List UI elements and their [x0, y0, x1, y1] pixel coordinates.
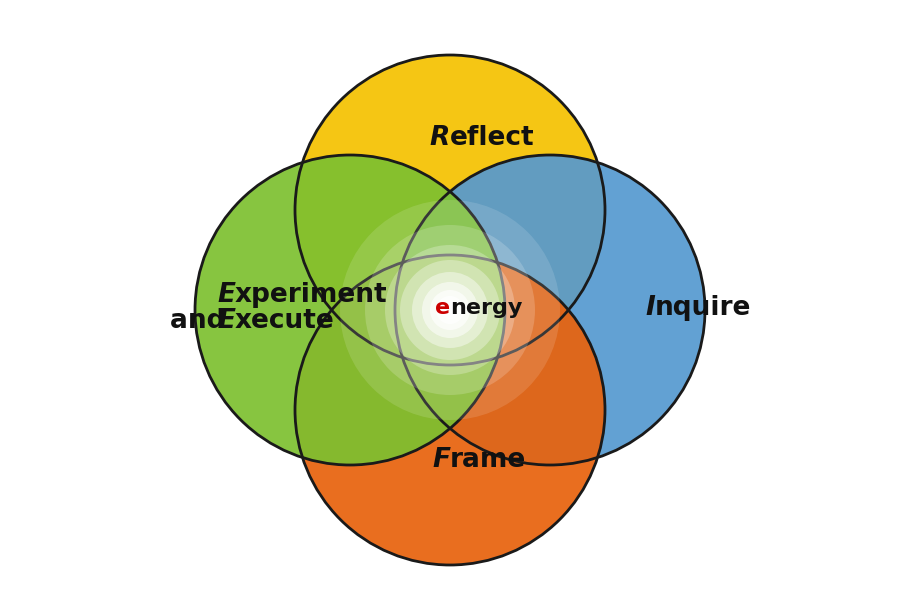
- Circle shape: [395, 155, 705, 465]
- Text: E: E: [217, 282, 235, 308]
- Circle shape: [340, 200, 560, 420]
- Circle shape: [400, 260, 500, 360]
- Text: rame: rame: [450, 447, 526, 473]
- Text: F: F: [432, 447, 450, 473]
- Text: eflect: eflect: [450, 125, 535, 151]
- Circle shape: [295, 55, 605, 365]
- Text: and: and: [170, 308, 235, 334]
- Circle shape: [412, 272, 488, 348]
- Circle shape: [445, 305, 455, 315]
- Circle shape: [422, 282, 478, 338]
- Text: xperiment: xperiment: [235, 282, 388, 308]
- Circle shape: [441, 301, 459, 319]
- Text: nquire: nquire: [655, 295, 751, 321]
- Circle shape: [430, 290, 470, 330]
- Text: xecute: xecute: [235, 308, 335, 334]
- Text: nergy: nergy: [450, 298, 522, 318]
- Circle shape: [195, 155, 505, 465]
- Text: R: R: [430, 125, 450, 151]
- Text: E: E: [217, 308, 235, 334]
- Circle shape: [295, 255, 605, 565]
- Text: I: I: [645, 295, 655, 321]
- Circle shape: [385, 245, 515, 375]
- Text: e: e: [435, 298, 450, 318]
- Circle shape: [365, 225, 535, 395]
- Circle shape: [436, 296, 464, 324]
